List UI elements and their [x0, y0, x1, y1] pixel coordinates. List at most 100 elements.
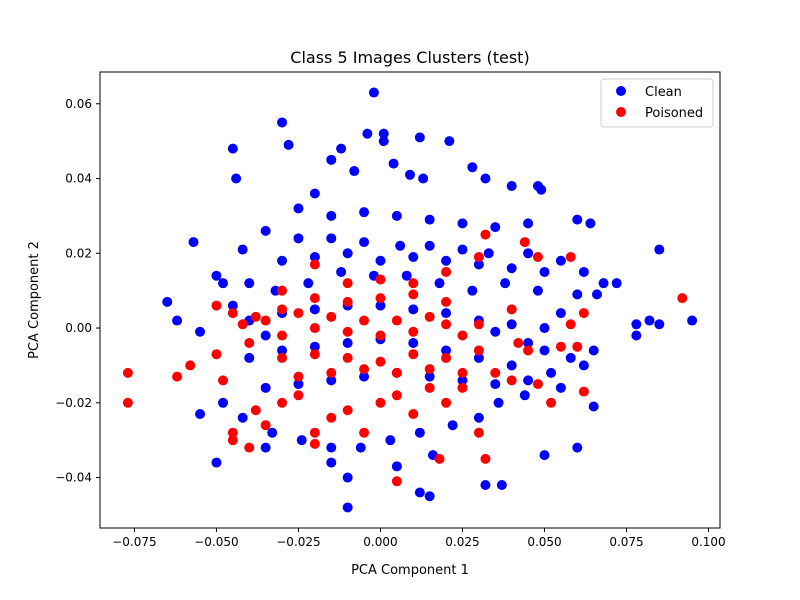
point-poisoned: [480, 453, 491, 464]
point-clean: [218, 397, 229, 408]
point-clean: [519, 390, 530, 401]
point-poisoned: [342, 278, 353, 289]
point-poisoned: [408, 278, 419, 289]
point-poisoned: [342, 326, 353, 337]
point-poisoned: [565, 319, 576, 330]
point-clean: [359, 371, 370, 382]
point-clean: [555, 382, 566, 393]
point-clean: [260, 225, 271, 236]
point-poisoned: [309, 349, 320, 360]
point-clean: [309, 341, 320, 352]
point-clean: [388, 158, 399, 169]
point-poisoned: [293, 308, 304, 319]
point-clean: [326, 210, 337, 221]
point-clean: [424, 491, 435, 502]
point-poisoned: [218, 375, 229, 386]
point-poisoned: [211, 349, 222, 360]
point-clean: [434, 278, 445, 289]
point-clean: [483, 248, 494, 259]
point-clean: [546, 367, 557, 378]
point-clean: [395, 240, 406, 251]
point-clean: [375, 255, 386, 266]
point-clean: [303, 278, 314, 289]
point-poisoned: [359, 427, 370, 438]
point-clean: [260, 330, 271, 341]
point-poisoned: [244, 442, 255, 453]
x-axis-label: PCA Component 1: [351, 563, 469, 578]
point-clean: [424, 214, 435, 225]
point-clean: [644, 315, 655, 326]
point-poisoned: [375, 330, 386, 341]
point-clean: [342, 248, 353, 259]
point-clean: [496, 480, 507, 491]
point-clean: [401, 270, 412, 281]
x-tick-label: 0.075: [609, 535, 643, 549]
point-poisoned: [244, 337, 255, 348]
point-clean: [211, 270, 222, 281]
point-clean: [578, 360, 589, 371]
legend-label-clean: Clean: [645, 85, 682, 100]
point-clean: [375, 300, 386, 311]
point-clean: [687, 315, 698, 326]
point-poisoned: [260, 315, 271, 326]
point-clean: [506, 319, 517, 330]
point-clean: [457, 244, 468, 255]
y-tick-label: −0.04: [55, 471, 92, 485]
point-clean: [378, 136, 389, 147]
y-tick-label: 0.06: [65, 97, 92, 111]
point-poisoned: [480, 229, 491, 240]
point-poisoned: [309, 293, 320, 304]
x-tick-label: −0.075: [112, 535, 156, 549]
point-clean: [359, 207, 370, 218]
point-poisoned: [457, 330, 468, 341]
point-poisoned: [546, 397, 557, 408]
point-clean: [414, 132, 425, 143]
point-clean: [506, 360, 517, 371]
point-poisoned: [260, 420, 271, 431]
point-clean: [631, 319, 642, 330]
point-poisoned: [441, 397, 452, 408]
point-poisoned: [277, 397, 288, 408]
point-poisoned: [172, 371, 183, 382]
point-clean: [490, 222, 501, 233]
point-poisoned: [375, 397, 386, 408]
point-poisoned: [122, 367, 133, 378]
point-clean: [296, 435, 307, 446]
legend-label-poisoned: Poisoned: [645, 106, 703, 121]
point-clean: [211, 457, 222, 468]
points-layer: [122, 87, 698, 513]
point-clean: [572, 442, 583, 453]
point-clean: [585, 218, 596, 229]
point-clean: [309, 188, 320, 199]
point-poisoned: [122, 397, 133, 408]
point-poisoned: [532, 379, 543, 390]
point-clean: [188, 237, 199, 248]
point-clean: [309, 304, 320, 315]
point-clean: [408, 337, 419, 348]
point-poisoned: [473, 252, 484, 263]
point-poisoned: [359, 364, 370, 375]
point-poisoned: [519, 237, 530, 248]
point-poisoned: [473, 345, 484, 356]
point-clean: [309, 252, 320, 263]
point-clean: [523, 337, 534, 348]
point-clean: [444, 136, 455, 147]
y-tick-label: −0.02: [55, 396, 92, 410]
plot-area: [99, 71, 721, 529]
point-clean: [424, 371, 435, 382]
point-clean: [349, 166, 360, 177]
point-poisoned: [408, 409, 419, 419]
point-clean: [418, 173, 429, 184]
point-poisoned: [375, 356, 386, 367]
point-poisoned: [375, 274, 386, 285]
legend-frame: [600, 78, 714, 128]
point-poisoned: [391, 390, 402, 401]
point-clean: [408, 304, 419, 315]
y-tick-label: 0.04: [65, 172, 92, 186]
point-clean: [588, 345, 599, 356]
point-poisoned: [342, 405, 353, 416]
point-clean: [588, 401, 599, 412]
point-clean: [293, 233, 304, 244]
point-poisoned: [237, 319, 248, 330]
point-clean: [490, 379, 501, 390]
